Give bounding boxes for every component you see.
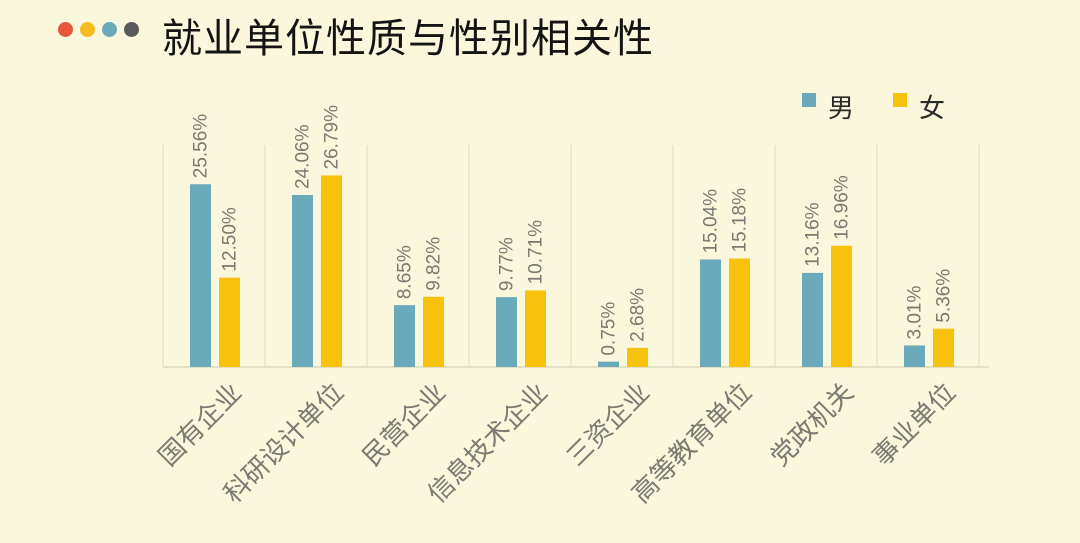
bar-male-2 (394, 305, 415, 367)
bar-female-3 (525, 290, 546, 367)
value-label-male-4: 0.75% (599, 302, 620, 356)
bar-male-1 (292, 194, 313, 367)
value-label-male-5: 15.04% (701, 189, 722, 254)
legend-label-female: 女 (919, 94, 945, 124)
category-label-7: 事业单位 (867, 378, 962, 473)
chart-title: 就业单位性质与性别相关性 (162, 16, 654, 62)
category-label-2: 民营企业 (357, 378, 452, 473)
value-label-male-1: 24.06% (293, 124, 314, 189)
dot-gray (124, 22, 139, 37)
bar-female-4 (627, 347, 648, 367)
value-label-female-6: 16.96% (832, 175, 853, 240)
bar-female-5 (729, 258, 750, 367)
category-label-0: 国有企业 (153, 378, 248, 473)
value-label-male-6: 13.16% (803, 202, 824, 267)
category-label-4: 三资企业 (561, 378, 656, 473)
bar-female-7 (933, 328, 954, 367)
value-label-female-1: 26.79% (322, 105, 343, 170)
bar-female-2 (423, 296, 444, 367)
value-label-male-0: 25.56% (191, 114, 212, 179)
decorative-dots (58, 22, 139, 37)
bar-male-0 (190, 184, 211, 367)
bar-male-6 (802, 272, 823, 367)
value-label-female-7: 5.36% (934, 269, 955, 323)
dot-teal (102, 22, 117, 37)
category-label-6: 党政机关 (765, 378, 860, 473)
bar-male-7 (904, 345, 925, 367)
dot-red (58, 22, 73, 37)
value-label-female-4: 2.68% (628, 288, 649, 342)
bar-female-6 (831, 245, 852, 367)
value-label-male-3: 9.77% (497, 237, 518, 291)
value-label-female-5: 15.18% (730, 188, 751, 253)
legend-swatch-male (802, 93, 816, 107)
legend-label-male: 男 (828, 94, 854, 124)
bar-female-0 (219, 277, 240, 367)
value-label-female-0: 12.50% (220, 207, 241, 272)
bar-female-1 (321, 175, 342, 367)
bar-male-3 (496, 297, 517, 367)
legend-swatch-female (893, 93, 907, 107)
value-label-male-7: 3.01% (905, 285, 926, 339)
bar-male-5 (700, 259, 721, 367)
value-label-female-2: 9.82% (424, 237, 445, 291)
dot-yellow (80, 22, 95, 37)
value-label-male-2: 8.65% (395, 245, 416, 299)
bar-male-4 (598, 361, 619, 367)
value-label-female-3: 10.71% (526, 220, 547, 285)
